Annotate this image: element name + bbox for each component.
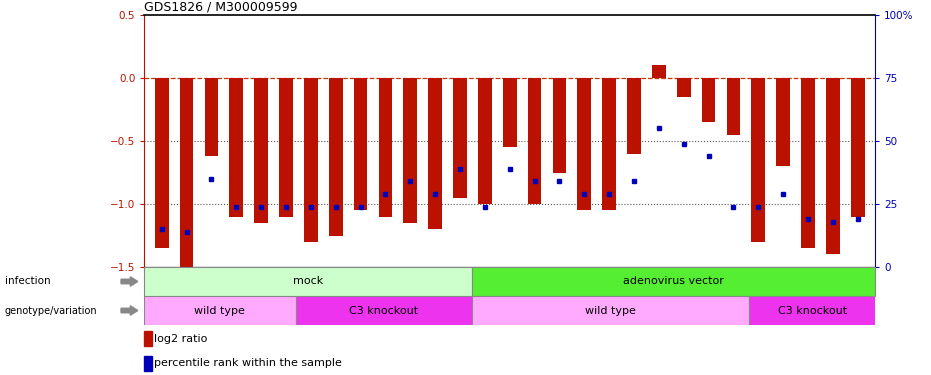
Bar <box>295 296 472 325</box>
Text: percentile rank within the sample: percentile rank within the sample <box>155 358 342 369</box>
Bar <box>229 78 243 217</box>
Bar <box>478 78 492 204</box>
Bar <box>144 331 152 346</box>
Bar <box>304 78 317 242</box>
Bar <box>627 78 641 154</box>
Text: log2 ratio: log2 ratio <box>155 333 208 344</box>
Bar <box>354 78 368 210</box>
Bar <box>453 78 466 198</box>
Bar <box>677 78 691 97</box>
Bar <box>702 78 715 122</box>
Bar <box>826 78 840 254</box>
Bar <box>776 78 790 166</box>
Bar <box>553 78 566 172</box>
Bar <box>472 296 749 325</box>
Bar <box>155 78 169 248</box>
Bar <box>802 78 815 248</box>
Text: genotype/variation: genotype/variation <box>5 306 97 315</box>
Bar <box>751 78 765 242</box>
Bar <box>851 78 865 217</box>
Text: C3 knockout: C3 knockout <box>777 306 846 315</box>
Bar <box>726 78 740 135</box>
Bar <box>428 78 442 229</box>
Text: adenovirus vector: adenovirus vector <box>623 276 724 286</box>
Bar <box>602 78 616 210</box>
Bar <box>205 78 218 156</box>
Bar <box>403 78 417 223</box>
Bar <box>279 78 293 217</box>
Bar <box>329 78 343 236</box>
Bar <box>379 78 392 217</box>
Text: C3 knockout: C3 knockout <box>349 306 418 315</box>
Bar <box>503 78 517 147</box>
Text: wild type: wild type <box>585 306 636 315</box>
Text: infection: infection <box>5 276 50 286</box>
Text: GDS1826 / M300009599: GDS1826 / M300009599 <box>144 1 298 14</box>
Bar <box>577 78 591 210</box>
Bar <box>144 296 295 325</box>
Bar <box>144 267 472 296</box>
Bar <box>144 356 152 371</box>
Bar <box>652 65 666 78</box>
Bar <box>528 78 542 204</box>
Bar <box>180 78 194 267</box>
Text: wild type: wild type <box>195 306 246 315</box>
Bar <box>472 267 875 296</box>
Bar <box>254 78 268 223</box>
Text: mock: mock <box>293 276 323 286</box>
Bar <box>749 296 875 325</box>
